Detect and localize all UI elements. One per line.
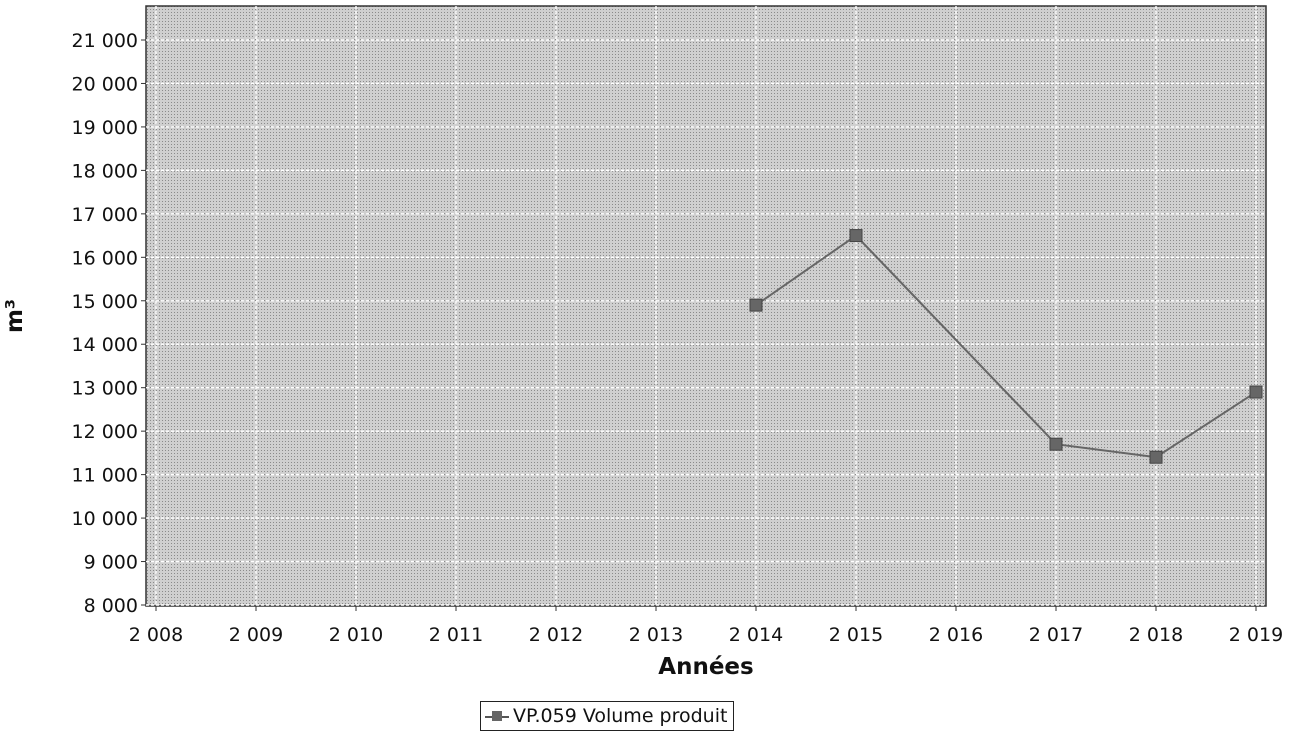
x-tick-label: 2 008 [129,624,183,646]
y-tick-label: 10 000 [72,508,138,530]
y-axis-ticks: 8 000 9 000 10 000 11 000 12 000 13 000 14 000… [72,30,146,617]
x-tick-label: 2 009 [229,624,283,646]
legend-series-marker-icon [485,709,509,723]
y-tick-label: 15 000 [72,291,138,313]
y-tick-label: 8 000 [84,595,138,617]
y-tick-label: 14 000 [72,334,138,356]
data-point-marker [1149,450,1163,464]
x-tick-label: 2 019 [1229,624,1283,646]
y-tick-label: 16 000 [72,247,138,269]
x-axis-title: Années [658,654,753,680]
y-tick-label: 13 000 [72,378,138,400]
x-tick-label: 2 018 [1129,624,1183,646]
grid-lines [146,6,1266,606]
y-tick-label: 21 000 [72,30,138,52]
x-axis-ticks: 2 008 2 009 2 010 2 011 2 012 2 013 2 014 2 015… [129,606,1283,646]
x-tick-label: 2 014 [729,624,783,646]
data-point-marker [1249,385,1263,399]
series-group [749,229,1263,464]
x-tick-label: 2 016 [929,624,983,646]
y-tick-label: 9 000 [84,552,138,574]
y-tick-label: 12 000 [72,421,138,443]
y-tick-label: 11 000 [72,465,138,487]
y-tick-label: 20 000 [72,73,138,95]
y-tick-label: 18 000 [72,160,138,182]
plot-area [145,5,1267,607]
x-tick-label: 2 013 [629,624,683,646]
x-tick-label: 2 012 [529,624,583,646]
legend: VP.059 Volume produit [480,701,735,731]
data-point-marker [849,229,863,243]
x-tick-label: 2 015 [829,624,883,646]
y-tick-label: 17 000 [72,204,138,226]
x-tick-label: 2 010 [329,624,383,646]
x-tick-label: 2 017 [1029,624,1083,646]
y-tick-label: 19 000 [72,117,138,139]
y-axis-title: m³ [2,299,28,333]
x-tick-label: 2 011 [429,624,483,646]
data-point-marker [749,298,763,312]
data-point-marker [1049,437,1063,451]
legend-series-label: VP.059 Volume produit [513,705,728,727]
